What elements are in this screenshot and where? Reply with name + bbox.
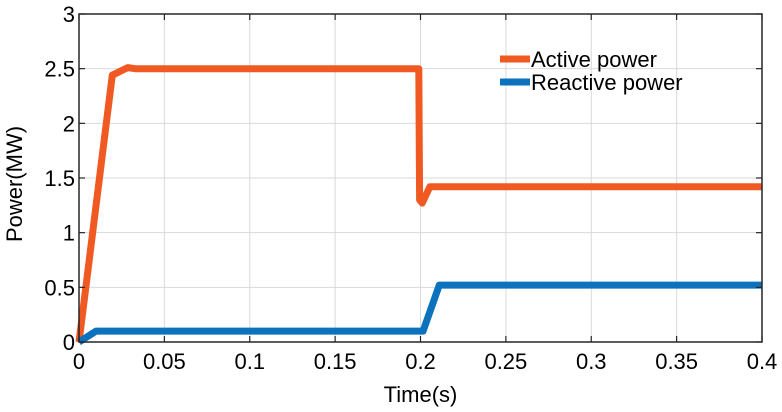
y-tick-label: 0.5 (44, 275, 75, 300)
y-tick-label: 1.5 (44, 166, 75, 191)
y-tick-label: 1 (63, 221, 75, 246)
legend-label: Active power (531, 47, 657, 72)
x-tick-label: 0.25 (484, 349, 527, 374)
x-tick-label: 0.15 (314, 349, 357, 374)
x-axis-label: Time(s) (384, 382, 458, 407)
x-tick-label: 0 (73, 349, 85, 374)
y-axis-label: Power(MW) (2, 126, 27, 242)
axis-ticks: 0 0.05 0.1 0.15 0.2 0.25 0.3 0.35 0.4 0 0.5 1 1.5 2 2.… (44, 2, 777, 374)
series-line-reactive-power (77, 281, 762, 345)
x-tick-label: 0.35 (655, 349, 698, 374)
series-line-active-power (75, 64, 762, 343)
y-tick-label: 0 (63, 330, 75, 355)
y-tick-label: 2.5 (44, 57, 75, 82)
x-tick-label: 0.1 (234, 349, 265, 374)
x-tick-label: 0.3 (576, 349, 607, 374)
x-tick-label: 0.2 (405, 349, 436, 374)
legend-label: Reactive power (531, 70, 683, 95)
y-tick-label: 3 (63, 2, 75, 27)
x-tick-label: 0.4 (747, 349, 778, 374)
y-tick-label: 2 (63, 111, 75, 136)
series-lines (75, 64, 762, 345)
x-tick-label: 0.05 (143, 349, 186, 374)
